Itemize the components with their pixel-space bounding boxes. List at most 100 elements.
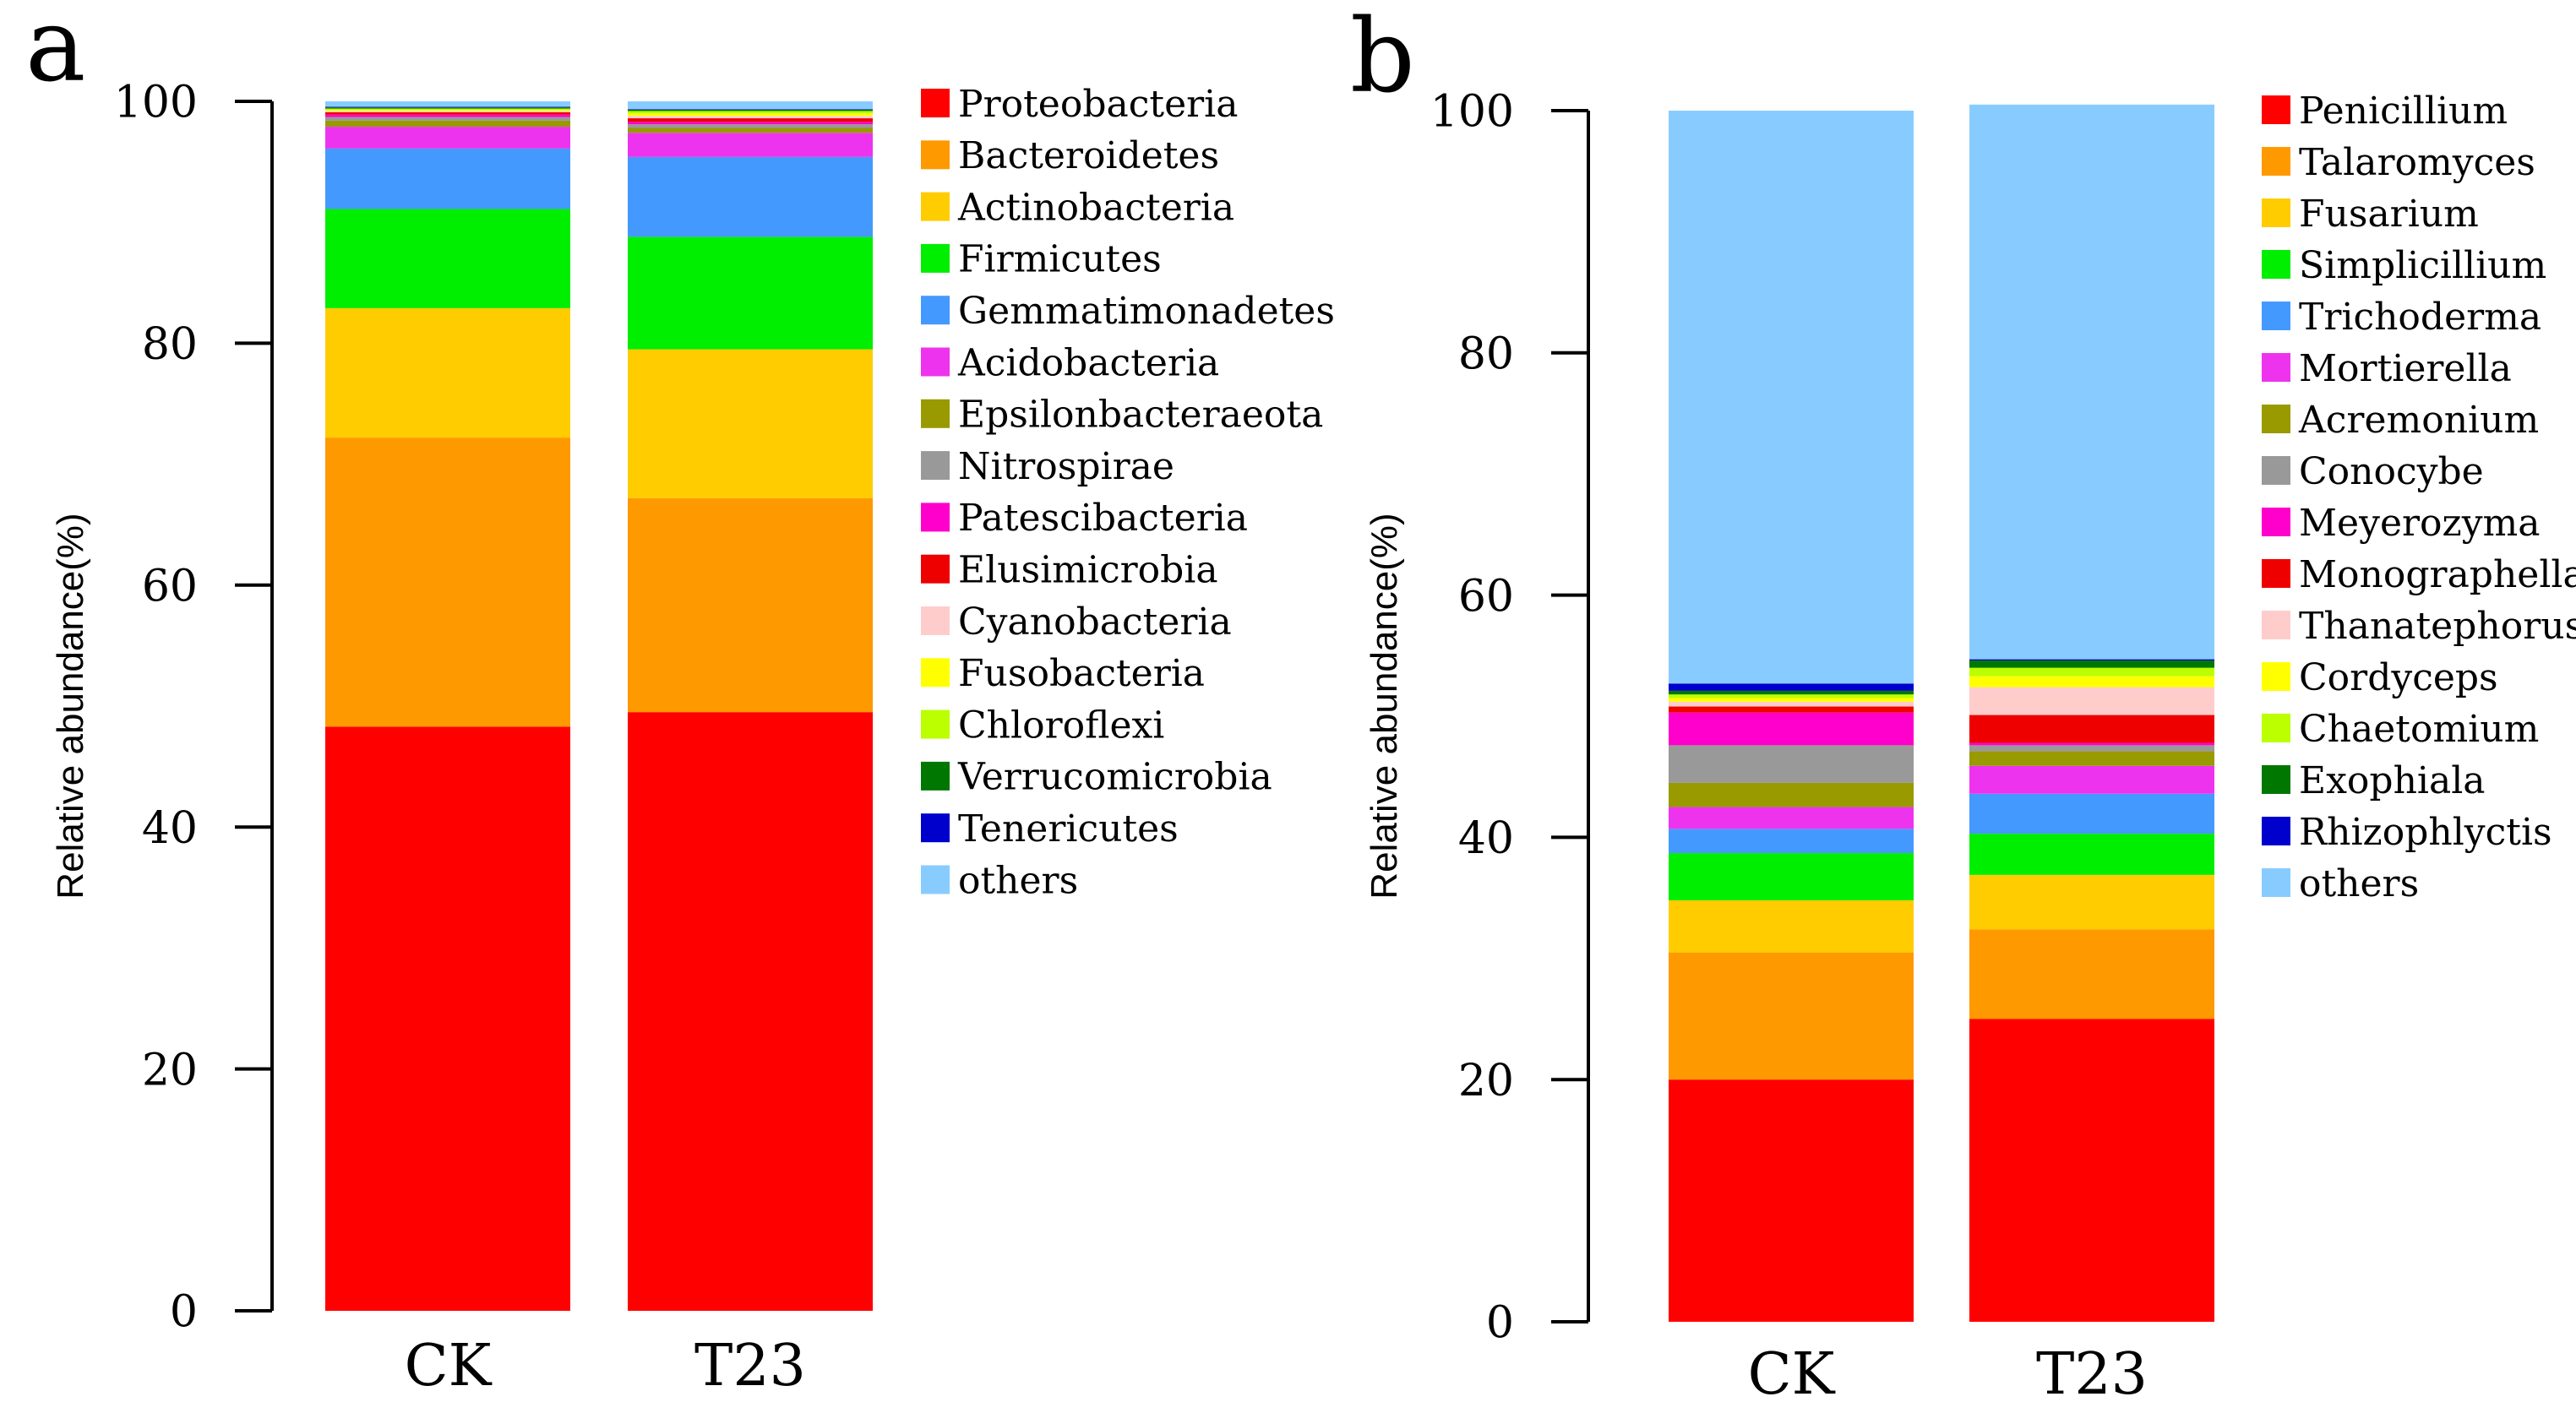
legend-swatch [921, 554, 950, 584]
bar-segment [1969, 751, 2214, 766]
bar-segment [628, 124, 873, 128]
legend-label: Trichoderma [2299, 296, 2541, 339]
legend-swatch [2262, 198, 2290, 227]
legend-swatch [921, 140, 950, 170]
bar-segment [325, 437, 570, 727]
y-tick-label: 80 [142, 319, 198, 370]
bar-segment [325, 307, 570, 438]
bar-segment [628, 712, 873, 1311]
legend-swatch [921, 451, 950, 481]
x-tick-label: CK [405, 1333, 493, 1399]
bar-segment [1669, 712, 1914, 746]
bar-segment [1669, 745, 1914, 783]
legend-swatch [2262, 817, 2290, 845]
legend-swatch [921, 761, 950, 791]
legend-label: Epsilonbacteraeota [958, 394, 1323, 437]
bar-segment [1669, 690, 1914, 695]
bar-segment [1969, 793, 2214, 834]
bar-segment [1669, 683, 1914, 691]
bar-segment [1669, 1079, 1914, 1322]
bar-segment [1969, 874, 2214, 930]
bar-segment [325, 148, 570, 209]
bar-segment [1969, 687, 2214, 715]
bar-segment [1669, 111, 1914, 684]
chart-panel-b: b CK T23 0 20 40 60 80 100 Relative abundance(%) P… [1350, 0, 2576, 1408]
x-tick-label: T23 [694, 1333, 806, 1399]
bar-segment [1669, 782, 1914, 807]
legend-swatch [2262, 714, 2290, 742]
bar-segment [325, 127, 570, 149]
bar-segment [1669, 706, 1914, 713]
legend-swatch [921, 865, 950, 894]
legend-label: Conocybe [2299, 450, 2484, 493]
legend-swatch [921, 243, 950, 273]
bar-segment [325, 108, 570, 111]
legend-label: Verrucomicrobia [957, 756, 1272, 799]
bar-segment [628, 497, 873, 713]
panel-label: b [1350, 0, 1415, 116]
bar-segment [628, 113, 873, 117]
bar-segment [325, 111, 570, 115]
legend-swatch [2262, 662, 2290, 691]
legend-label: Actinobacteria [957, 186, 1234, 229]
legend-swatch [921, 347, 950, 377]
bar-segment [628, 118, 873, 122]
legend: Penicillium Talaromyces Fusarium Simplicill… [2262, 90, 2576, 905]
legend-label: Elusimicrobia [958, 549, 1218, 592]
bar-segment [1969, 667, 2214, 677]
legend-swatch [2262, 147, 2290, 176]
legend-label: Talaromyces [2299, 141, 2535, 184]
bar-segment [1969, 765, 2214, 794]
y-tick-label: 80 [1458, 329, 1514, 380]
bar-segment [1669, 899, 1914, 953]
bar-segment [1669, 829, 1914, 854]
legend-swatch [921, 89, 950, 117]
y-axis-label: Relative abundance(%) [50, 513, 91, 899]
x-tick-label: T23 [2036, 1341, 2148, 1408]
x-tick-label: CK [1748, 1341, 1836, 1408]
bar-segment [1969, 929, 2214, 1019]
legend-label: Acidobacteria [957, 341, 1219, 384]
bar-segment [1969, 676, 2214, 687]
bar-segment [1969, 715, 2214, 743]
legend-label: Exophiala [2299, 759, 2486, 802]
bar-segment [325, 110, 570, 111]
y-axis-label: Relative abundance(%) [1364, 513, 1405, 899]
bar-segment [1669, 807, 1914, 829]
y-tick-label: 60 [142, 562, 198, 612]
y-tick-label: 60 [1458, 571, 1514, 622]
bar-segment [628, 101, 873, 110]
bar-segment [1969, 1019, 2214, 1322]
bar-segment [628, 110, 873, 111]
bar-segment [325, 726, 570, 1311]
legend-swatch [921, 503, 950, 532]
legend-label: Penicillium [2299, 90, 2508, 133]
legend-label: Mortierella [2299, 347, 2512, 390]
legend-swatch [921, 192, 950, 221]
legend-swatch [2262, 508, 2290, 536]
bar-segment [325, 107, 570, 109]
bar-segment [1669, 952, 1914, 1080]
y-tick-label: 20 [1458, 1056, 1514, 1106]
legend-label: others [958, 859, 1078, 902]
legend-label: Firmicutes [958, 238, 1162, 281]
bar-segment [628, 128, 873, 133]
legend-swatch [2262, 250, 2290, 279]
bar-segment [628, 349, 873, 498]
legend-label: Fusobacteria [958, 652, 1205, 695]
bar-segment [628, 122, 873, 125]
legend-swatch [2262, 611, 2290, 639]
legend-swatch [921, 296, 950, 325]
legend-label: Proteobacteria [958, 83, 1238, 126]
bar-segment [1669, 853, 1914, 900]
y-tick-label: 40 [1458, 813, 1514, 864]
legend-label: others [2299, 862, 2419, 905]
legend-label: Thanatephorus [2299, 605, 2576, 648]
legend-swatch [2262, 765, 2290, 794]
legend-label: Patescibacteria [958, 497, 1248, 540]
legend-label: Rhizophlyctis [2299, 811, 2552, 854]
bar-segment [628, 116, 873, 119]
bar-segment [628, 236, 873, 350]
bar-segment [325, 114, 570, 117]
bar-segment [1969, 742, 2214, 746]
